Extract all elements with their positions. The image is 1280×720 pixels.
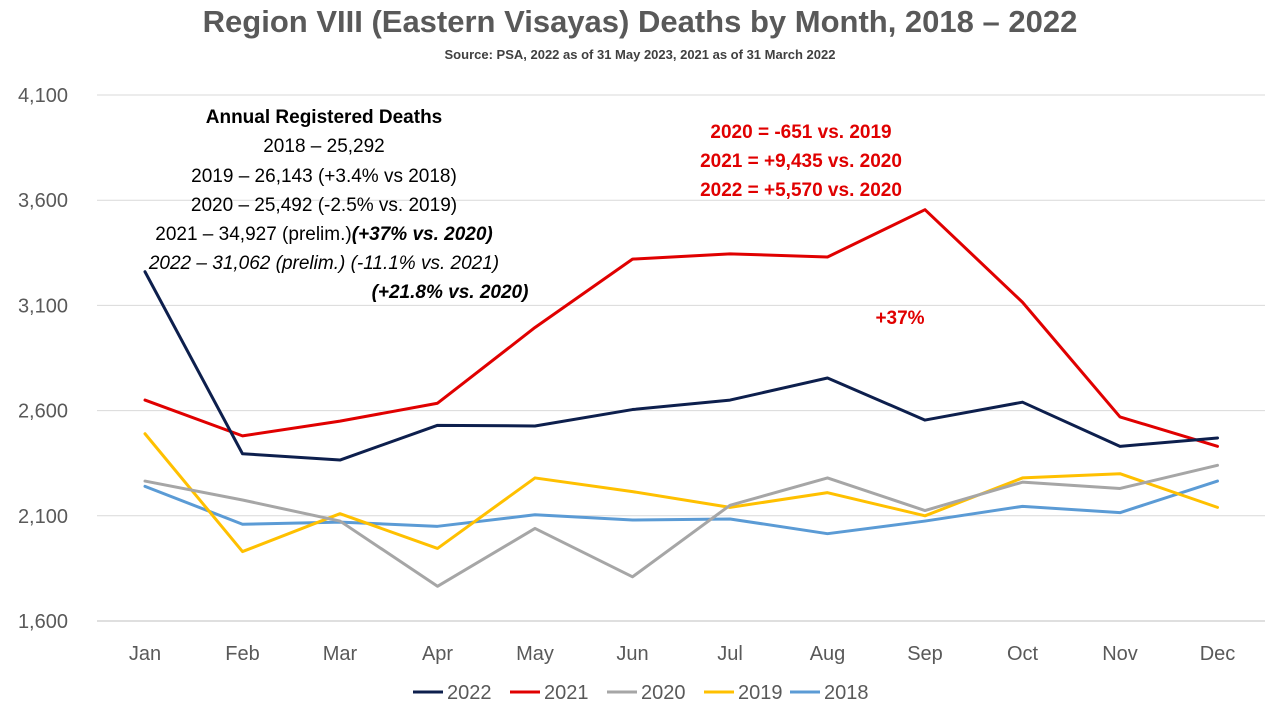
- y-tick-label: 2,600: [18, 401, 68, 423]
- x-tick-label: Nov: [1102, 643, 1138, 665]
- annual-2020: 2020 – 25,492 (-2.5% vs. 2019): [190, 195, 458, 216]
- series-line-2018: [143, 479, 1219, 536]
- series-line-2020: [143, 463, 1219, 588]
- x-tick-label: Jun: [616, 643, 648, 665]
- annual-2022-vs-2020: (+21.8% vs. 2020): [371, 282, 529, 303]
- x-tick-label: Aug: [810, 643, 846, 665]
- series-line-2021: [143, 208, 1219, 448]
- diff-2020: 2020 = -651 vs. 2019: [710, 122, 892, 143]
- y-tick-label: 4,100: [18, 85, 68, 107]
- x-axis-ticks: Jan Feb Mar Apr May Jun Jul Aug Sep Oct Nov Dec: [129, 643, 1235, 665]
- diff-2022: 2022 = +5,570 vs. 2020: [700, 180, 902, 201]
- chart-subtitle: Source: PSA, 2022 as of 31 May 2023, 202…: [444, 47, 836, 62]
- legend-label-2021: 2021: [544, 682, 589, 704]
- series-line-2022: [143, 270, 1219, 462]
- annual-2021-change: (+37% vs. 2020): [351, 224, 493, 245]
- legend-label-2019: 2019: [738, 682, 783, 704]
- legend-label-2018: 2018: [824, 682, 869, 704]
- series-line-2019: [143, 432, 1219, 554]
- annual-2021-value: 2021 – 34,927 (prelim.): [155, 224, 352, 245]
- y-tick-label: 3,100: [18, 295, 68, 317]
- series-lines: [143, 208, 1219, 588]
- annual-2022: 2022 – 31,062 (prelim.) (-11.1% vs. 2021…: [148, 253, 500, 274]
- legend: 2022 2021 2020 2019 2018: [413, 682, 869, 704]
- annual-2021: 2021 – 34,927 (prelim.)(+37% vs. 2020): [155, 224, 492, 246]
- x-tick-label: Dec: [1200, 643, 1236, 665]
- y-axis-ticks: 1,600 2,100 2,600 3,100 3,600 4,100: [18, 85, 68, 633]
- gridlines: [97, 94, 1265, 622]
- x-tick-label: Apr: [422, 643, 453, 665]
- annual-2019: 2019 – 26,143 (+3.4% vs 2018): [191, 166, 457, 187]
- y-tick-label: 3,600: [18, 190, 68, 212]
- x-tick-label: May: [516, 643, 554, 665]
- legend-label-2022: 2022: [447, 682, 492, 704]
- y-tick-label: 1,600: [18, 611, 68, 633]
- x-tick-label: Jan: [129, 643, 161, 665]
- x-tick-label: Oct: [1007, 643, 1039, 665]
- pct-label: +37%: [875, 308, 925, 329]
- legend-label-2020: 2020: [641, 682, 686, 704]
- diff-2021: 2021 = +9,435 vs. 2020: [700, 151, 902, 172]
- x-tick-label: Mar: [323, 643, 358, 665]
- annual-deaths-heading: Annual Registered Deaths: [205, 107, 443, 128]
- x-tick-label: Feb: [225, 643, 259, 665]
- annual-2018: 2018 – 25,292: [263, 136, 385, 157]
- chart-title: Region VIII (Eastern Visayas) Deaths by …: [202, 4, 1078, 39]
- y-tick-label: 2,100: [18, 506, 68, 528]
- x-tick-label: Jul: [717, 643, 743, 665]
- x-tick-label: Sep: [907, 643, 943, 665]
